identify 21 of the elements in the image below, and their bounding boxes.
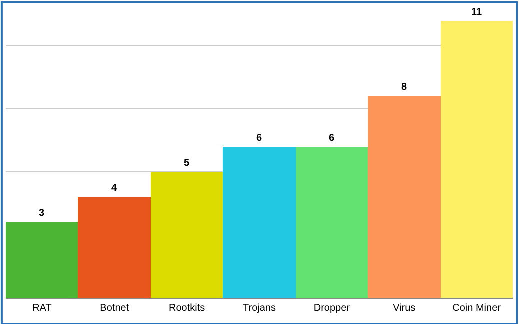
bar (296, 147, 368, 298)
x-tick-label: RAT (32, 303, 52, 314)
bar (6, 222, 78, 298)
x-tick-label: Coin Miner (452, 303, 502, 314)
data-label: 4 (112, 183, 118, 194)
bar (78, 197, 151, 298)
x-tick-label: Botnet (100, 303, 130, 314)
x-tick-label: Virus (393, 303, 416, 314)
x-tick-label: Dropper (314, 303, 351, 314)
data-label: 6 (256, 133, 262, 144)
data-label: 11 (471, 7, 483, 18)
data-label: 5 (184, 158, 190, 169)
data-label: 3 (39, 208, 45, 219)
data-label: 8 (402, 82, 408, 93)
bar (151, 172, 223, 298)
x-tick-label: Rootkits (169, 303, 206, 314)
bar (223, 147, 296, 298)
bar (441, 21, 513, 298)
data-label: 6 (329, 133, 335, 144)
x-tick-label: Trojans (243, 303, 276, 314)
bar (368, 96, 441, 298)
